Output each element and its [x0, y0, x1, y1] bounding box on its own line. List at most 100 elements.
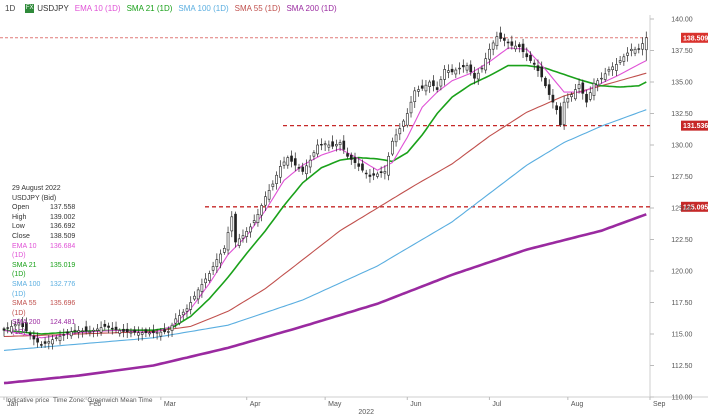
candle-body	[626, 52, 629, 56]
candle-body	[618, 60, 622, 63]
candle-body	[353, 157, 357, 163]
chart-header: 1D FX USDJPY EMA 10 (1D) SMA 21 (1D) SMA…	[0, 0, 343, 16]
candle-body	[357, 163, 361, 167]
candle-body	[215, 259, 219, 267]
candle-body	[405, 113, 409, 126]
candle-body	[133, 329, 137, 333]
candle-body	[409, 101, 413, 114]
candle-body	[551, 94, 555, 103]
candle-body	[103, 323, 107, 327]
candle-body	[286, 157, 290, 166]
y-tick-label: 132.50	[671, 111, 693, 118]
info-row-sma21: SMA 21 (1D) 135.019	[12, 261, 75, 280]
candle-body	[137, 332, 140, 336]
x-tick-label: Jun	[410, 401, 421, 408]
candle-body	[185, 308, 189, 312]
moving-averages	[3, 47, 647, 385]
candle-body	[603, 73, 607, 80]
legend-sma21[interactable]: SMA 21 (1D)	[126, 3, 173, 13]
candle-body	[559, 106, 562, 126]
candle-body	[222, 248, 226, 253]
candle-body	[499, 32, 502, 39]
level-label-bg	[681, 32, 708, 43]
candle-body	[600, 77, 603, 80]
candle-body	[349, 154, 353, 160]
candle-body	[525, 53, 529, 58]
candle-body	[432, 80, 435, 87]
candle-body	[178, 315, 181, 324]
y-tick-label: 125.00	[671, 206, 693, 213]
candle-body	[290, 155, 293, 162]
info-label: EMA 10 (1D)	[12, 242, 37, 260]
info-row-open: Open 137.558	[12, 203, 75, 213]
candle-body	[17, 322, 21, 326]
candle-body	[275, 174, 278, 184]
candle-body	[249, 226, 252, 233]
legend-sma200[interactable]: SMA 200 (1D)	[286, 3, 337, 13]
candle-body	[338, 142, 342, 145]
candle-body	[480, 67, 484, 70]
legend-sma100[interactable]: SMA 100 (1D)	[178, 3, 229, 13]
y-axis: 140.00 137.50 135.00 132.50 130.00 127.50 125.…	[650, 17, 693, 402]
candle-body	[58, 335, 62, 341]
candle-body	[398, 128, 402, 135]
candle-body	[237, 238, 241, 246]
candle-body	[428, 81, 432, 87]
candle-body	[323, 143, 327, 146]
candle-body	[200, 284, 204, 292]
candle-body	[368, 174, 372, 177]
level-label: 131.536	[683, 123, 708, 130]
candle-body	[536, 65, 540, 71]
candle-body	[469, 64, 473, 73]
candle-body	[28, 332, 32, 336]
candle-body	[361, 163, 364, 171]
candle-body	[402, 120, 405, 127]
candle-body	[573, 89, 577, 100]
candle-body	[637, 48, 641, 50]
info-label: SMA 55 (1D)	[12, 300, 37, 317]
candle-body	[506, 41, 510, 44]
candle-body	[260, 205, 263, 216]
candle-body	[159, 331, 163, 337]
candle-body	[413, 90, 417, 103]
candle-body	[570, 94, 573, 98]
candle-body	[517, 44, 521, 48]
candle-body	[54, 337, 58, 339]
x-tick-label: Feb	[89, 401, 101, 408]
y-tick-label: 137.50	[671, 48, 693, 55]
candle-body	[327, 144, 331, 148]
candle-body	[611, 66, 614, 71]
candle-body	[562, 101, 566, 125]
x-axis: Jan Feb Mar Apr May Jun Jul Aug Sep 2022	[3, 397, 666, 416]
y-tick-label: 130.00	[671, 143, 693, 150]
candle-body	[458, 67, 461, 70]
timeframe-label[interactable]: 1D	[5, 3, 16, 13]
candle-body	[96, 328, 99, 331]
info-row-ema10: EMA 10 (1D) 136.684	[12, 242, 75, 261]
legend-sma55[interactable]: SMA 55 (1D)	[234, 3, 281, 13]
candle-body	[532, 62, 536, 65]
info-label: Low	[12, 223, 25, 231]
legend-ema10[interactable]: EMA 10 (1D)	[74, 3, 121, 13]
candle-body	[114, 326, 118, 330]
level-label-bg	[681, 120, 708, 131]
candle-body	[529, 54, 532, 61]
timezone-label: Time Zone: Greenwich Mean Time	[52, 397, 153, 404]
candle-body	[577, 84, 581, 89]
candle-body	[443, 69, 446, 80]
candle-body	[465, 65, 469, 71]
candle-body	[383, 171, 387, 174]
candle-body	[376, 173, 379, 177]
fx-badge-icon: FX	[25, 3, 35, 13]
symbol-label[interactable]: USDJPY	[37, 3, 69, 13]
candle-body	[379, 171, 383, 174]
ma-line	[3, 109, 647, 351]
candle-body	[204, 278, 207, 284]
ma-line	[3, 64, 647, 335]
info-row-low: Low 136.692	[12, 222, 75, 232]
candle-body	[305, 165, 308, 175]
candle-body	[495, 36, 499, 47]
candle-body	[81, 330, 84, 332]
candle-body	[316, 144, 319, 155]
